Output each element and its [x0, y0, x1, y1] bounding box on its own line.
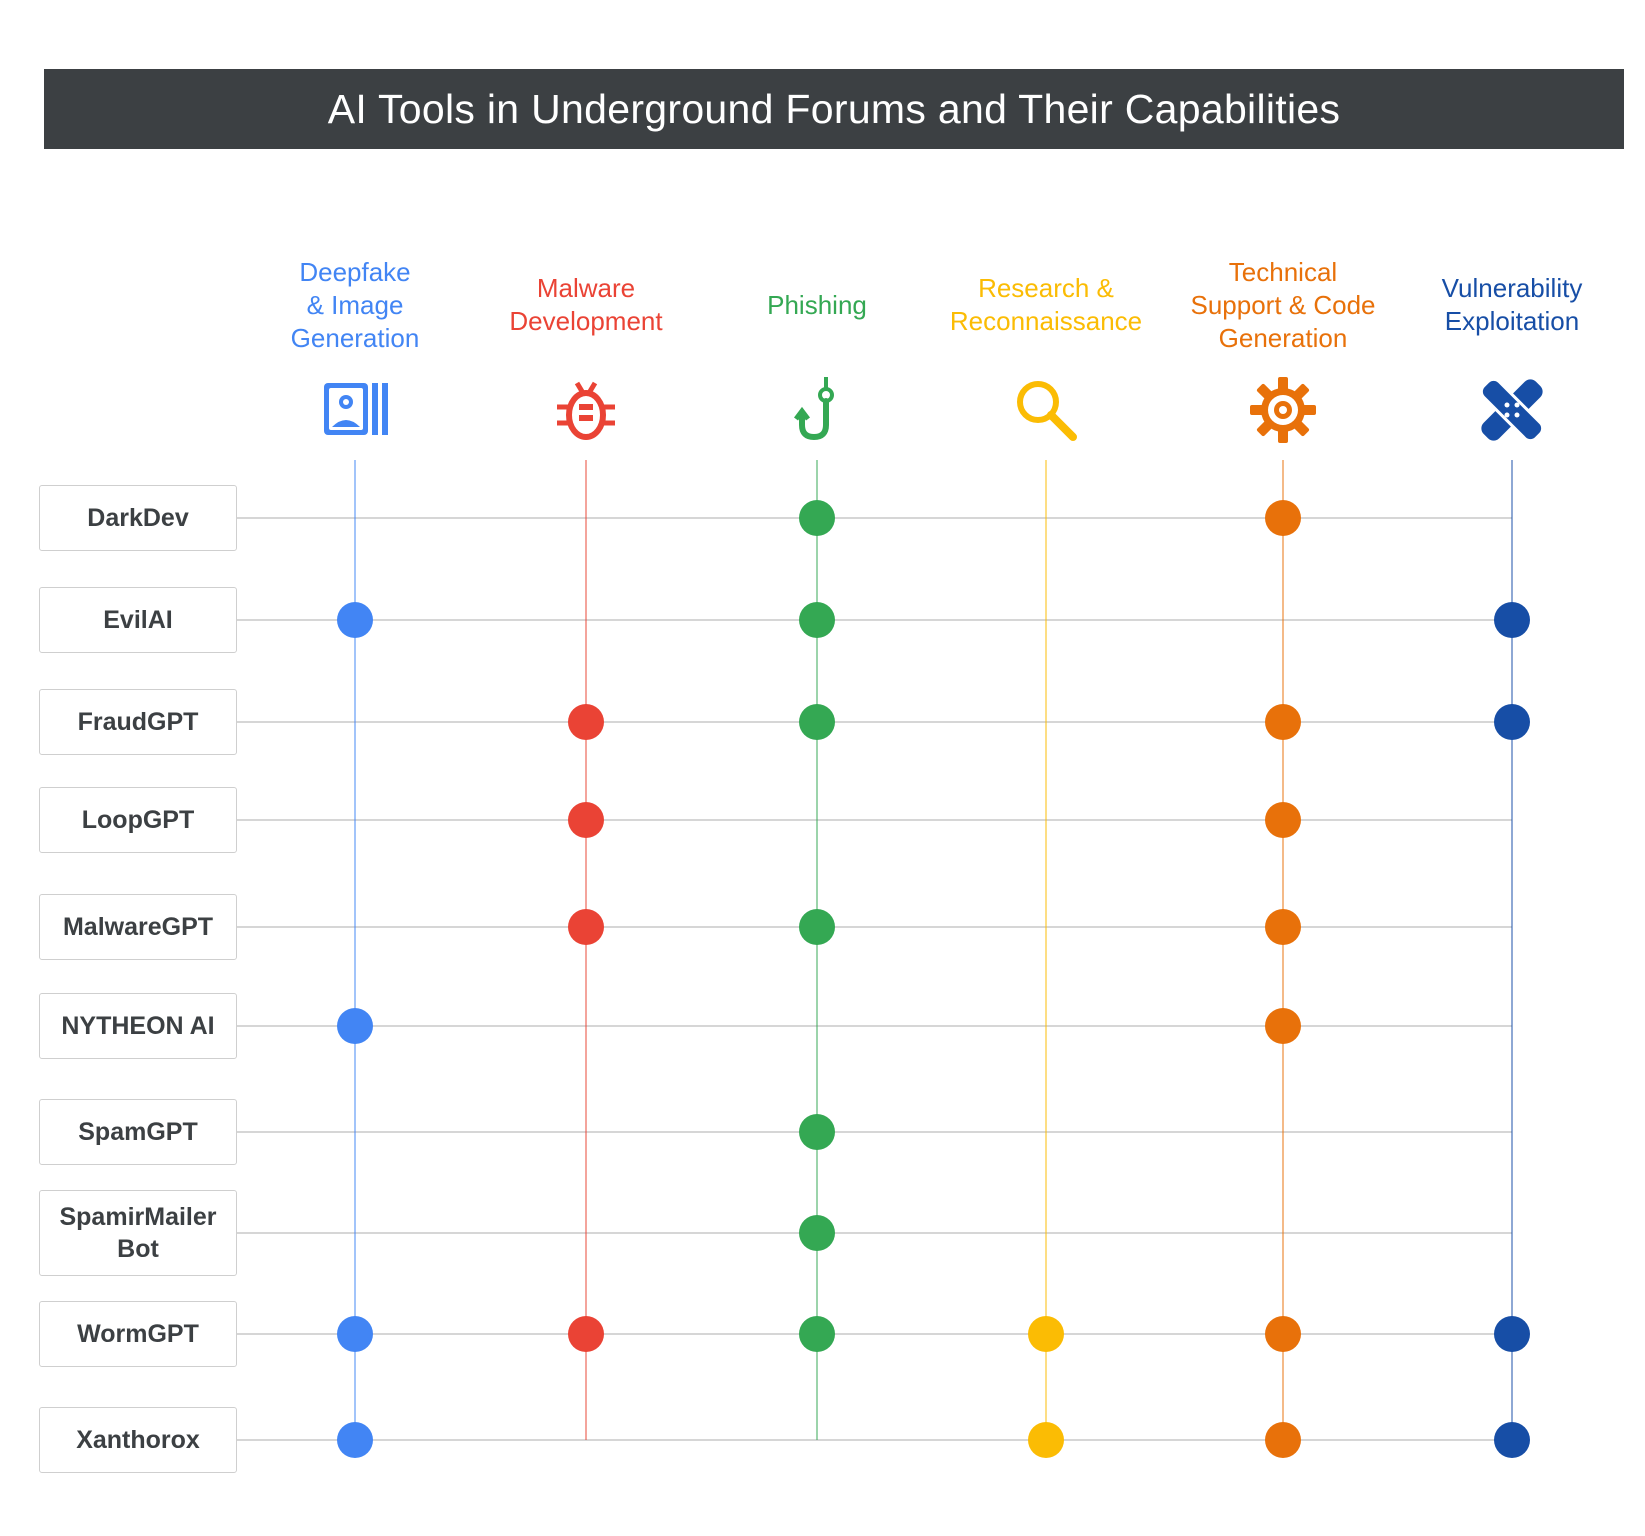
category-label-vuln: Vulnerability Exploitation — [1441, 273, 1583, 336]
tool-label: Xanthorox — [39, 1407, 237, 1473]
capability-dot-phishing — [799, 1316, 835, 1352]
tool-label: DarkDev — [39, 485, 237, 551]
capability-dot-techsupport — [1265, 1008, 1301, 1044]
capability-dot-malware — [568, 1316, 604, 1352]
category-label-research: Research & Reconnaissance — [949, 273, 1143, 336]
capability-dot-phishing — [799, 704, 835, 740]
tool-label: EvilAI — [39, 587, 237, 653]
capability-dot-research — [1028, 1316, 1064, 1352]
capability-dot-techsupport — [1265, 802, 1301, 838]
bandage-icon — [1477, 375, 1547, 445]
tool-label: MalwareGPT — [39, 894, 237, 960]
category-label-phishing: Phishing — [767, 289, 867, 320]
capability-dot-phishing — [799, 1114, 835, 1150]
bug-icon — [551, 375, 621, 445]
capability-dot-deepfake — [337, 1316, 373, 1352]
page-title: AI Tools in Underground Forums and Their… — [44, 69, 1624, 149]
capability-dot-vuln — [1494, 602, 1530, 638]
capability-dot-deepfake — [337, 602, 373, 638]
capability-dot-phishing — [799, 1215, 835, 1251]
magnifier-icon — [1011, 375, 1081, 445]
category-label-deepfake: Deepfake & Image Generation — [290, 256, 420, 353]
tool-label: FraudGPT — [39, 689, 237, 755]
capability-dot-phishing — [799, 602, 835, 638]
capability-dot-vuln — [1494, 1422, 1530, 1458]
tool-label: SpamGPT — [39, 1099, 237, 1165]
category-label-malware: Malware Development — [509, 273, 663, 336]
capability-dot-phishing — [799, 500, 835, 536]
category-label-techsupport: Technical Support & Code Generation — [1190, 256, 1376, 353]
tool-label: SpamirMailer Bot — [39, 1190, 237, 1276]
fishing-hook-icon — [782, 375, 852, 445]
capability-dot-techsupport — [1265, 1316, 1301, 1352]
tool-label: LoopGPT — [39, 787, 237, 853]
capability-dot-malware — [568, 909, 604, 945]
capability-dot-vuln — [1494, 704, 1530, 740]
capability-dot-techsupport — [1265, 500, 1301, 536]
tool-label: NYTHEON AI — [39, 993, 237, 1059]
capability-dot-deepfake — [337, 1422, 373, 1458]
capability-dot-malware — [568, 802, 604, 838]
image-gallery-icon — [320, 375, 390, 445]
capability-dot-techsupport — [1265, 1422, 1301, 1458]
capability-dot-techsupport — [1265, 704, 1301, 740]
gear-icon — [1248, 375, 1318, 445]
tool-label: WormGPT — [39, 1301, 237, 1367]
capability-dot-deepfake — [337, 1008, 373, 1044]
capability-dot-techsupport — [1265, 909, 1301, 945]
capability-dot-phishing — [799, 909, 835, 945]
capability-dot-malware — [568, 704, 604, 740]
capability-dot-vuln — [1494, 1316, 1530, 1352]
capability-dot-research — [1028, 1422, 1064, 1458]
